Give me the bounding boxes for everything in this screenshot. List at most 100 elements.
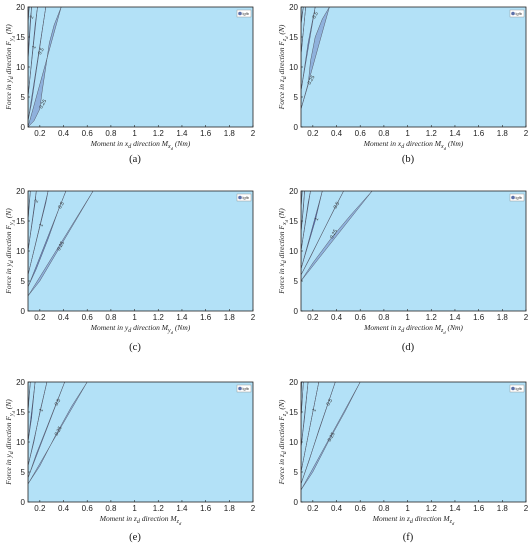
label-part: Force (4, 466, 13, 485)
y-tick-label: 10 (16, 247, 25, 256)
y-tick-label: 10 (16, 63, 25, 72)
label-part: x (396, 139, 402, 148)
x-tick-label: 0.4 (58, 504, 70, 513)
label-part: in (388, 139, 396, 148)
label-part: d (11, 219, 16, 222)
x-tick-label: 0.8 (105, 313, 117, 322)
x-tick-label: 0.2 (34, 313, 46, 322)
y-tick-label: 15 (289, 217, 298, 226)
x-axis-label: Moment in zd direction Mzd (372, 514, 455, 526)
y-tick-label: 20 (289, 187, 298, 196)
label-part: x (123, 139, 129, 148)
contour-region-1 (301, 382, 320, 473)
x-tick-label: 0.6 (82, 129, 94, 138)
label-part: (N) (277, 24, 286, 36)
contour-region-4 (28, 382, 31, 413)
label-part: direction (404, 139, 433, 148)
label-part: (Nm) (173, 323, 191, 332)
y-tick-label: 5 (294, 277, 299, 286)
legend-box (236, 9, 252, 18)
panel-caption: (c) (129, 342, 141, 353)
x-tick-label: 2 (251, 313, 256, 322)
plot-area: 0.25 0.5 1 (28, 382, 253, 502)
panel-caption: (b) (402, 154, 415, 165)
contour-region-4 (28, 191, 31, 222)
contour-label: 0.25 (307, 74, 317, 86)
y-axis-label: Force in yd direction Fyd (N) (4, 24, 16, 111)
contour-background (301, 191, 526, 311)
label-part: d (11, 35, 16, 38)
contour-region-0.5 (28, 191, 67, 288)
label-part: y (9, 413, 15, 417)
y-tick-label: 5 (21, 93, 26, 102)
label-part: Moment (363, 323, 389, 332)
y-tick-label: 10 (16, 438, 25, 447)
x-axis-label: Moment in zd direction Mzd (Nm) (363, 323, 463, 335)
label-part: d (9, 450, 15, 454)
contour-label: 0.5 (311, 11, 320, 20)
y-axis-label: Force in xd direction Fxd (N) (277, 208, 289, 295)
label-part: F (277, 41, 286, 48)
label-part: d (444, 146, 447, 151)
x-tick-label: 0.4 (331, 504, 343, 513)
x-axis-label: Moment in xd direction Mxd (Nm) (363, 139, 464, 151)
x-tick-label: 0.4 (58, 313, 70, 322)
y-tick-label: 20 (16, 187, 25, 196)
label-part: y (4, 454, 13, 460)
legend-label: lgfb (243, 195, 250, 200)
label-part: z (405, 514, 410, 523)
contour-region-2 (301, 382, 309, 449)
contour-region-0.25 (28, 7, 62, 127)
contour-region-1 (28, 382, 48, 467)
contour-region-0.25 (28, 191, 94, 297)
contour-label: 1 (31, 44, 38, 49)
contour-region-0.5 (301, 7, 316, 92)
label-part: Force (4, 275, 13, 294)
contour-region-1 (301, 7, 306, 56)
x-tick-label: 1.8 (224, 313, 236, 322)
label-part: Moment (90, 139, 116, 148)
legend-label: lgfb (516, 11, 523, 16)
y-tick-label: 5 (294, 93, 299, 102)
x-tick-label: 0.8 (378, 129, 390, 138)
label-part: d (284, 411, 289, 414)
label-part: z (282, 413, 288, 417)
y-tick-label: 10 (289, 438, 298, 447)
label-part: M (442, 514, 451, 523)
x-tick-label: 1.8 (497, 129, 509, 138)
panel-caption: (e) (129, 532, 141, 543)
label-part: d (282, 259, 288, 263)
y-tick-label: 0 (21, 307, 26, 316)
contour-label: 1 (314, 216, 321, 221)
label-part: (N) (4, 399, 13, 411)
x-tick-label: 0.6 (82, 313, 94, 322)
contour-label: 0.5 (54, 398, 63, 407)
panel-caption: (d) (402, 342, 415, 353)
legend-marker (511, 11, 515, 16)
x-tick-label: 1.2 (153, 313, 165, 322)
label-part: in (4, 84, 13, 92)
x-tick-label: 0.2 (307, 129, 319, 138)
y-tick-label: 15 (289, 408, 298, 417)
label-part: Force (277, 91, 286, 110)
legend-box (236, 193, 252, 202)
label-part: (N) (4, 208, 13, 220)
contour-region-2 (28, 191, 37, 252)
legend-box (509, 9, 525, 18)
label-part: y (9, 38, 15, 42)
label-part: d (179, 521, 182, 526)
x-tick-label: 1.8 (224, 129, 236, 138)
label-part: Force (277, 466, 286, 485)
contour-region-0.25 (301, 191, 373, 282)
label-part: F (4, 225, 13, 232)
y-tick-label: 10 (289, 63, 298, 72)
label-part: M (160, 139, 169, 148)
contour-region-0.25 (301, 382, 361, 491)
x-tick-label: 1.6 (200, 504, 212, 513)
x-tick-label: 1.2 (426, 313, 438, 322)
x-tick-label: 1 (132, 129, 137, 138)
label-part: M (169, 514, 178, 523)
x-tick-label: 1.6 (200, 313, 212, 322)
y-tick-label: 0 (294, 123, 299, 132)
